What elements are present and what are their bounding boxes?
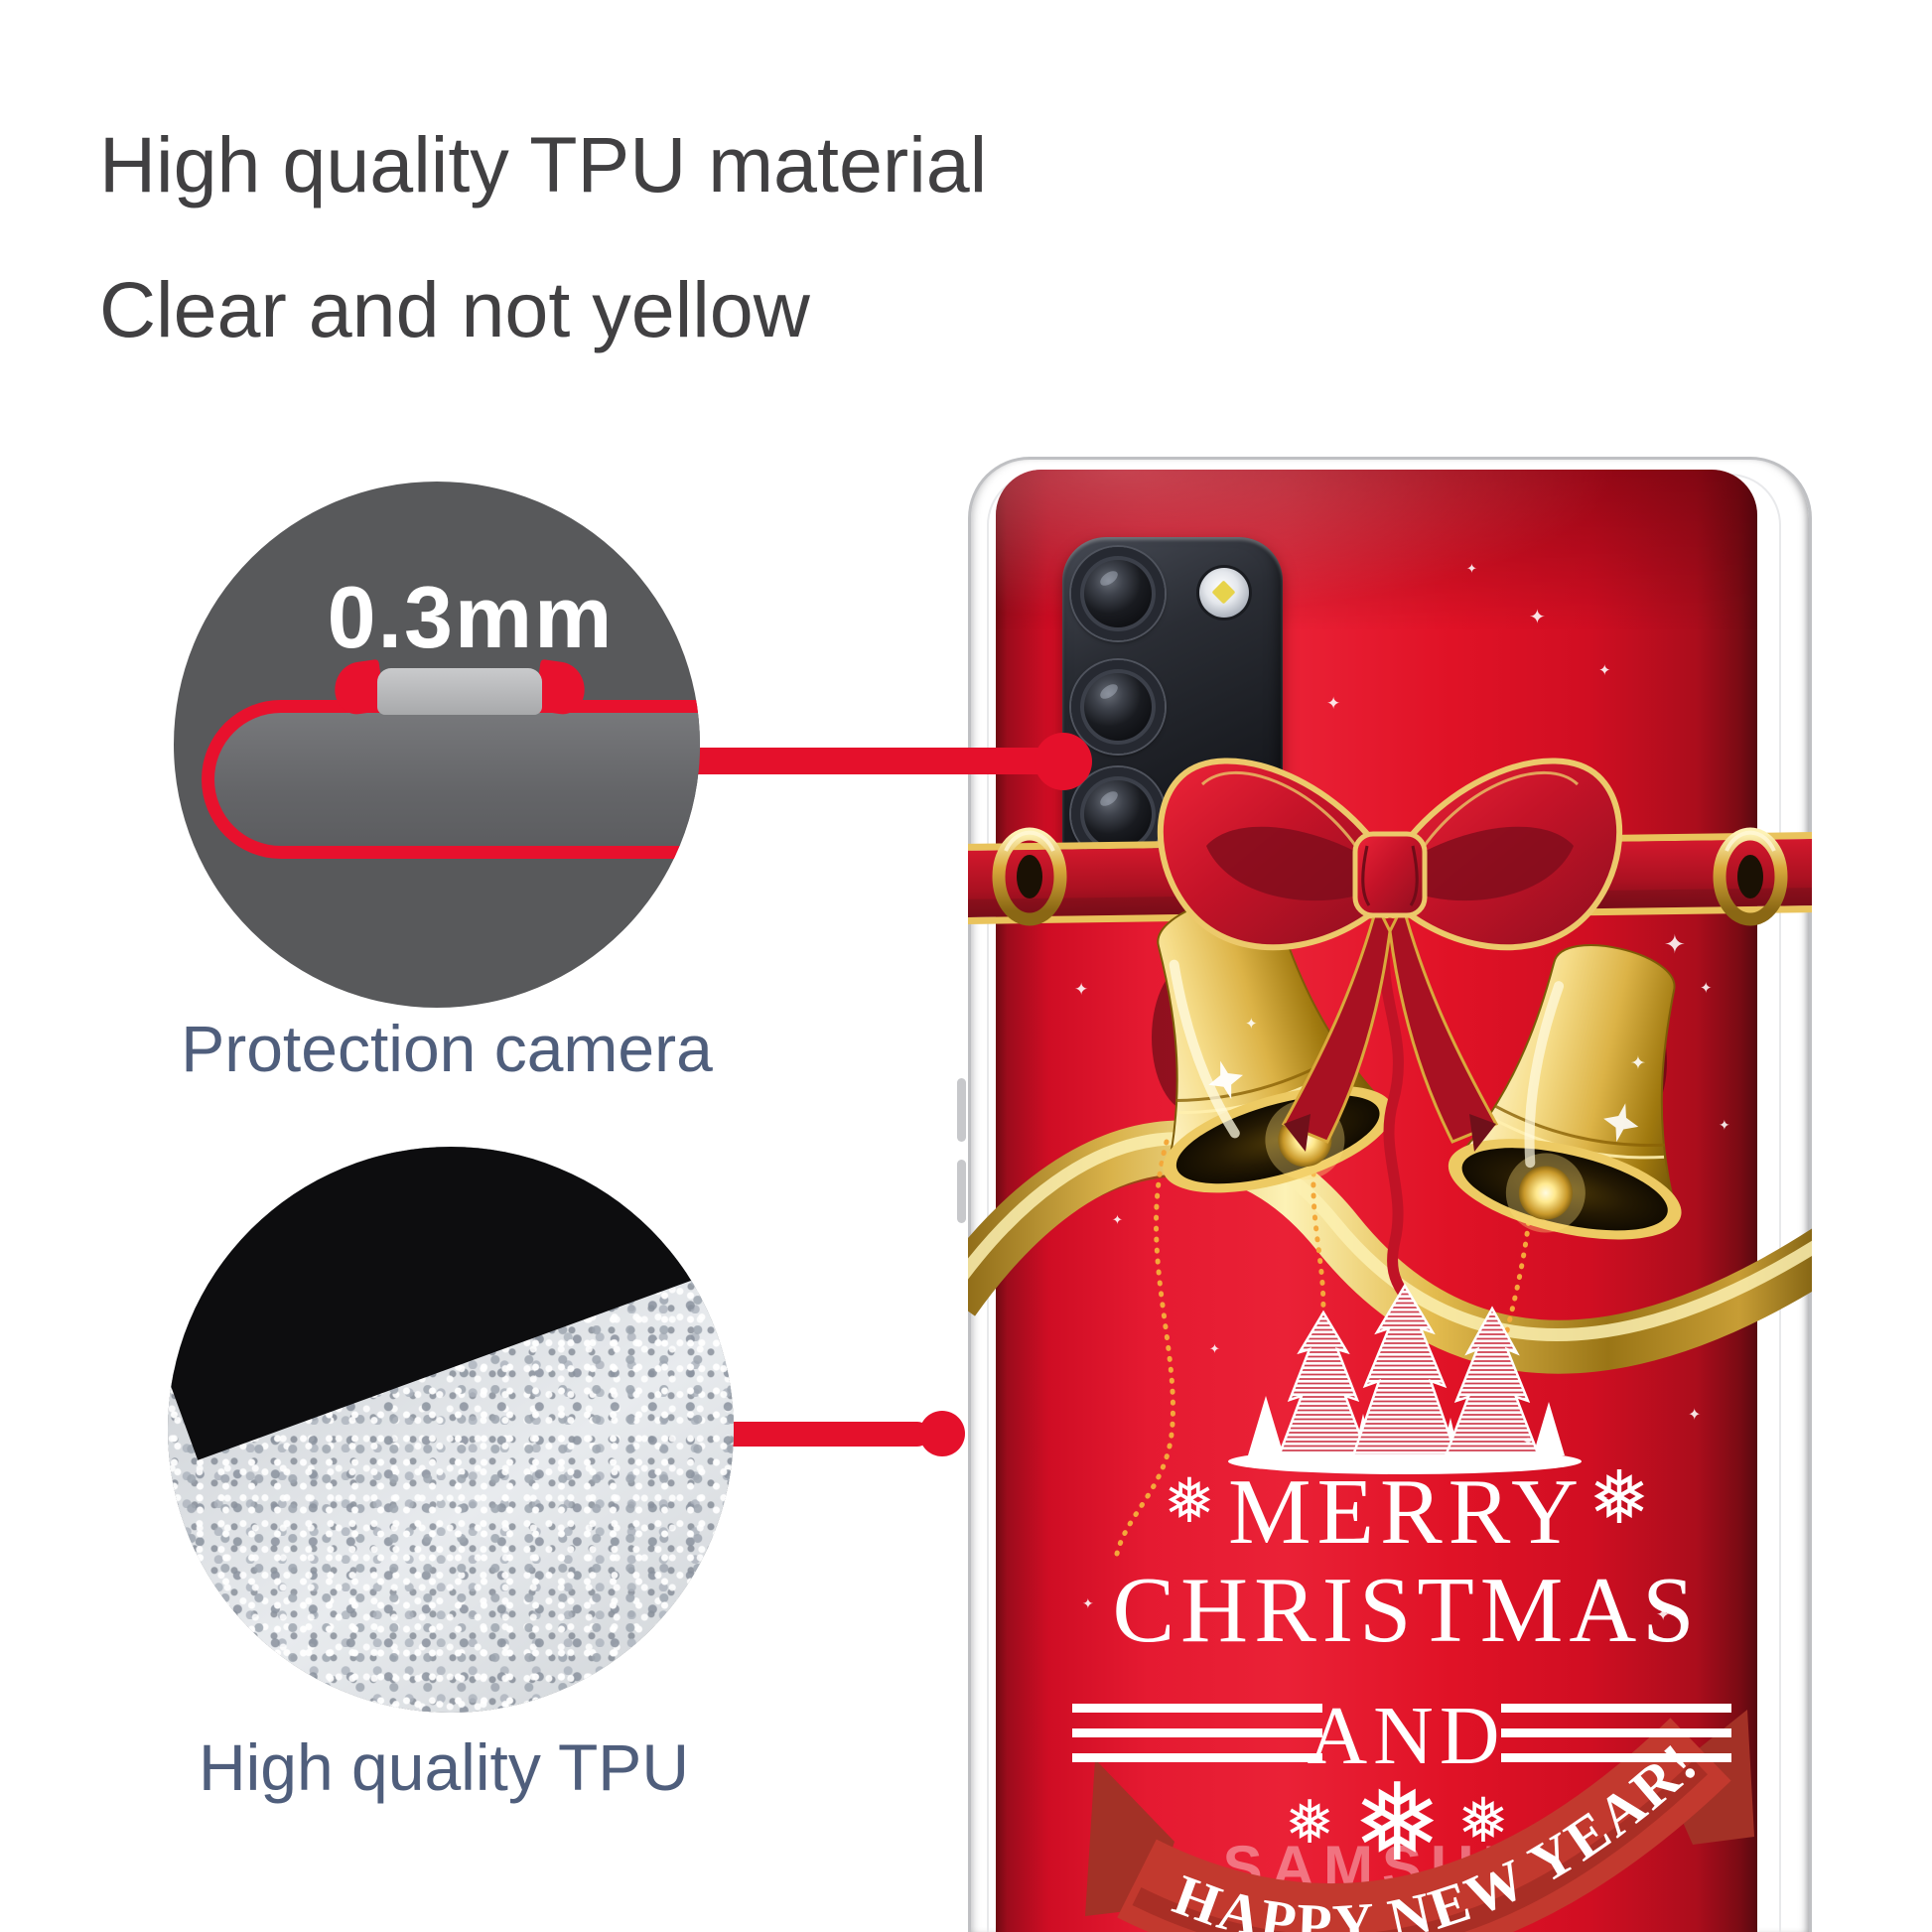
sparkle-icon: ✦ [1326,694,1341,713]
eyelet-right [1713,827,1788,926]
sparkle-icon: ✦ [1656,1605,1671,1624]
sparkle-icon: ✦ [1688,1407,1702,1424]
sparkle-icon: ✦ [1074,980,1089,999]
sparkle-icon: ✦ [1466,561,1477,576]
and-text: AND [1307,1690,1506,1782]
callout-dot-material [919,1411,965,1456]
sparkle-icon: ✦ [1700,980,1713,997]
case-button-cutout [957,1160,966,1223]
bell-right [1448,944,1682,1240]
snowflake-icon: ❅ [1285,1789,1335,1856]
callout-line-thickness [643,748,1070,774]
and-divider-lines-left [1072,1704,1322,1778]
sparkle-icon: ✦ [1664,929,1686,959]
sparkle-icon: ✦ [1082,1595,1094,1611]
sparkle-icon: ✦ [1523,1435,1534,1449]
case-cross-section [202,700,700,859]
sparkle-icon: ✦ [1719,1117,1730,1133]
gold-swirl [968,1120,1812,1374]
camera-flash-icon [1199,568,1249,618]
snowflake-icon: ❅ [1352,1762,1443,1882]
tpu-material-circle [168,1147,734,1713]
tpu-quality-label: High quality TPU [198,1730,689,1804]
sparkle-icon: ✦ [1630,1053,1646,1074]
snowflake-icon: ❅ [1588,1456,1651,1539]
eyelet-left [992,827,1067,926]
camera-lens-icon [1071,547,1165,640]
protection-camera-label: Protection camera [181,1012,713,1085]
callout-dot-thickness [1035,733,1092,790]
thickness-callout-circle: 0.3mm [174,482,700,1008]
christmas-design-graphic: HAPPY NEW YEAR! [968,758,1812,1932]
camera-bump-cross-section [377,668,542,715]
sparkle-icon: ✦ [1112,1212,1123,1227]
merry-text: MERRY [1227,1460,1586,1564]
thickness-value: 0.3mm [327,568,615,666]
snowflake-icon: ❅ [1164,1467,1215,1536]
sparkle-icon: ✦ [1245,1016,1258,1033]
header-line-2: Clear and not yellow [99,265,810,353]
sparkle-icon: ✦ [1598,662,1611,679]
case-button-cutout [957,1078,966,1142]
sparkle-icon: ✦ [1209,1341,1220,1356]
sparkle-icon: ✦ [1596,1490,1609,1507]
camera-lens-icon [1071,660,1165,754]
bow-graphic [1158,758,1622,1299]
christmas-text: CHRISTMAS [1112,1559,1701,1662]
sparkle-icon: ✦ [1529,607,1546,628]
trees-graphic [1228,1283,1582,1474]
and-divider-lines-right [1501,1704,1731,1778]
header-line-1: High quality TPU material [99,120,988,208]
